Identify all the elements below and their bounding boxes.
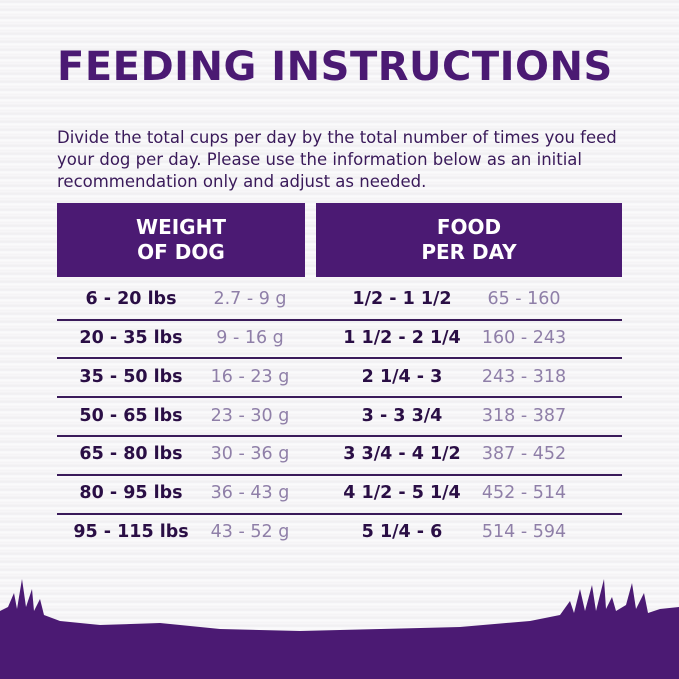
cell-kg: 16 - 23 g xyxy=(210,366,290,387)
cell-cups: 2 1/4 - 3 xyxy=(361,366,443,387)
page-title: FEEDING INSTRUCTIONS xyxy=(57,44,613,90)
cell-lbs: 50 - 65 lbs xyxy=(79,405,183,426)
intro-text: Divide the total cups per day by the tot… xyxy=(57,128,617,191)
cell-cups: 1/2 - 1 1/2 xyxy=(352,289,452,310)
cell-grams: 514 - 594 xyxy=(481,522,567,543)
cell-kg: 9 - 16 g xyxy=(216,328,284,349)
cell-kg: 30 - 36 g xyxy=(210,444,290,465)
cell-cups: 3 3/4 - 4 1/2 xyxy=(343,444,461,465)
cell-lbs: 65 - 80 lbs xyxy=(79,444,183,465)
cell-cups: 1 1/2 - 2 1/4 xyxy=(343,328,461,349)
table-row: 20 - 35 lbs 9 - 16 g 1 1/2 - 2 1/4 160 - 24… xyxy=(57,319,622,360)
header-food: FOOD PER DAY xyxy=(316,203,622,277)
cell-grams: 318 - 387 xyxy=(481,405,567,426)
cell-kg: 2.7 - 9 g xyxy=(213,289,287,310)
table-row: 35 - 50 lbs 16 - 23 g 2 1/4 - 3 243 - 318 xyxy=(57,358,622,399)
cell-cups: 5 1/4 - 6 xyxy=(361,522,443,543)
cell-lbs: 6 - 20 lbs xyxy=(85,289,177,310)
grass-decoration xyxy=(0,579,679,679)
cell-kg: 36 - 43 g xyxy=(210,483,290,504)
cell-grams: 243 - 318 xyxy=(481,366,567,387)
table-row: 50 - 65 lbs 23 - 30 g 3 - 3 3/4 318 - 387 xyxy=(57,396,622,437)
cell-lbs: 35 - 50 lbs xyxy=(79,366,183,387)
cell-cups: 4 1/2 - 5 1/4 xyxy=(343,483,461,504)
cell-grams: 160 - 243 xyxy=(481,328,567,349)
cell-lbs: 95 - 115 lbs xyxy=(73,522,189,543)
cell-grams: 65 - 160 xyxy=(487,289,561,310)
cell-lbs: 80 - 95 lbs xyxy=(79,483,183,504)
table-row: 6 - 20 lbs 2.7 - 9 g 1/2 - 1 1/2 65 - 160 xyxy=(57,280,622,321)
cell-grams: 387 - 452 xyxy=(481,444,567,465)
cell-cups: 3 - 3 3/4 xyxy=(361,405,443,426)
table-row: 95 - 115 lbs 43 - 52 g 5 1/4 - 6 514 - 594 xyxy=(57,513,622,552)
cell-grams: 452 - 514 xyxy=(481,483,567,504)
header-weight: WEIGHT OF DOG xyxy=(57,203,305,277)
header-food-label: FOOD PER DAY xyxy=(421,215,517,264)
table-row: 65 - 80 lbs 30 - 36 g 3 3/4 - 4 1/2 387 - 4… xyxy=(57,435,622,476)
cell-lbs: 20 - 35 lbs xyxy=(79,328,183,349)
cell-kg: 23 - 30 g xyxy=(210,405,290,426)
header-weight-label: WEIGHT OF DOG xyxy=(136,215,226,264)
cell-kg: 43 - 52 g xyxy=(210,522,290,543)
table-row: 80 - 95 lbs 36 - 43 g 4 1/2 - 5 1/4 452 - 5… xyxy=(57,474,622,515)
